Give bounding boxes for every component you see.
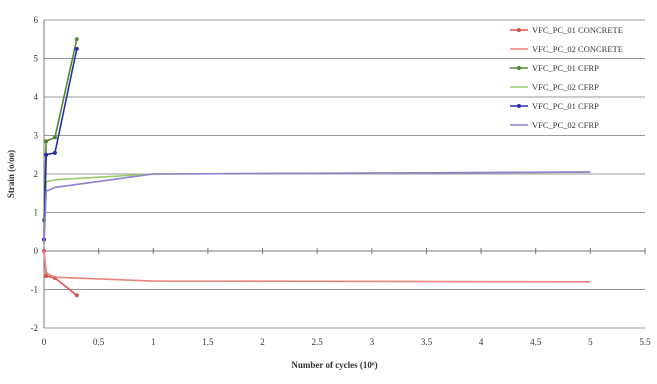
series-line	[43, 250, 78, 296]
legend-label: VFC_PC_02 CFRP	[532, 120, 599, 130]
y-tick-label: 0	[34, 246, 39, 256]
data-point	[52, 135, 57, 140]
x-tick-label: 0	[42, 337, 47, 347]
x-tick-label: 0.5	[93, 337, 105, 347]
series	[42, 37, 591, 298]
x-tick-label: 4	[479, 337, 484, 347]
x-axis-title: Number of cycles (10⁶)	[291, 360, 377, 370]
tick-labels: -2 -1 0 1 2 3 4 5 6 0 0.5 1 1.5 2 2.5 3 3.5 4 4.5 5 5.5	[31, 15, 652, 347]
x-tick-label: 5.5	[639, 337, 651, 347]
y-tick-label: -1	[31, 285, 39, 295]
legend-marker	[517, 66, 521, 70]
legend-label: VFC_PC_01 CFRP	[532, 101, 599, 111]
series-line	[43, 48, 78, 240]
y-tick-label: 3	[34, 131, 39, 141]
data-point	[74, 37, 79, 42]
legend-marker	[517, 104, 521, 108]
data-point	[74, 46, 79, 51]
y-tick-label: -2	[31, 323, 39, 333]
legend-label: VFC_PC_02 CONCRETE	[532, 44, 623, 54]
series-line	[43, 171, 591, 232]
x-tick-label: 2.5	[312, 337, 324, 347]
y-tick-label: 5	[34, 54, 39, 64]
data-point	[52, 150, 57, 155]
x-tick-label: 1.5	[202, 337, 214, 347]
x-tick-label: 2	[260, 337, 265, 347]
x-tick-label: 3.5	[421, 337, 433, 347]
legend-label: VFC_PC_01 CONCRETE	[532, 25, 623, 35]
y-axis-title: Strain (o/oo)	[6, 150, 16, 198]
legend-label: VFC_PC_01 CFRP	[532, 63, 599, 73]
data-point	[74, 293, 79, 298]
y-tick-label: 6	[34, 15, 39, 25]
x-tick-label: 3	[370, 337, 375, 347]
data-point	[44, 152, 49, 157]
legend-label: VFC_PC_02 CFRP	[532, 82, 599, 92]
x-tick-label: 4.5	[530, 337, 542, 347]
legend-marker	[517, 28, 521, 32]
legend: VFC_PC_01 CONCRETE VFC_PC_02 CONCRETE VFC_…	[510, 25, 623, 130]
data-point	[44, 139, 49, 144]
series-line	[43, 250, 591, 283]
x-tick-label: 1	[151, 337, 156, 347]
y-tick-label: 4	[34, 92, 39, 102]
series-line	[43, 171, 591, 244]
y-tick-label: 1	[34, 208, 39, 218]
data-point	[44, 274, 49, 279]
x-tick-label: 5	[588, 337, 593, 347]
y-tick-label: 2	[34, 169, 39, 179]
